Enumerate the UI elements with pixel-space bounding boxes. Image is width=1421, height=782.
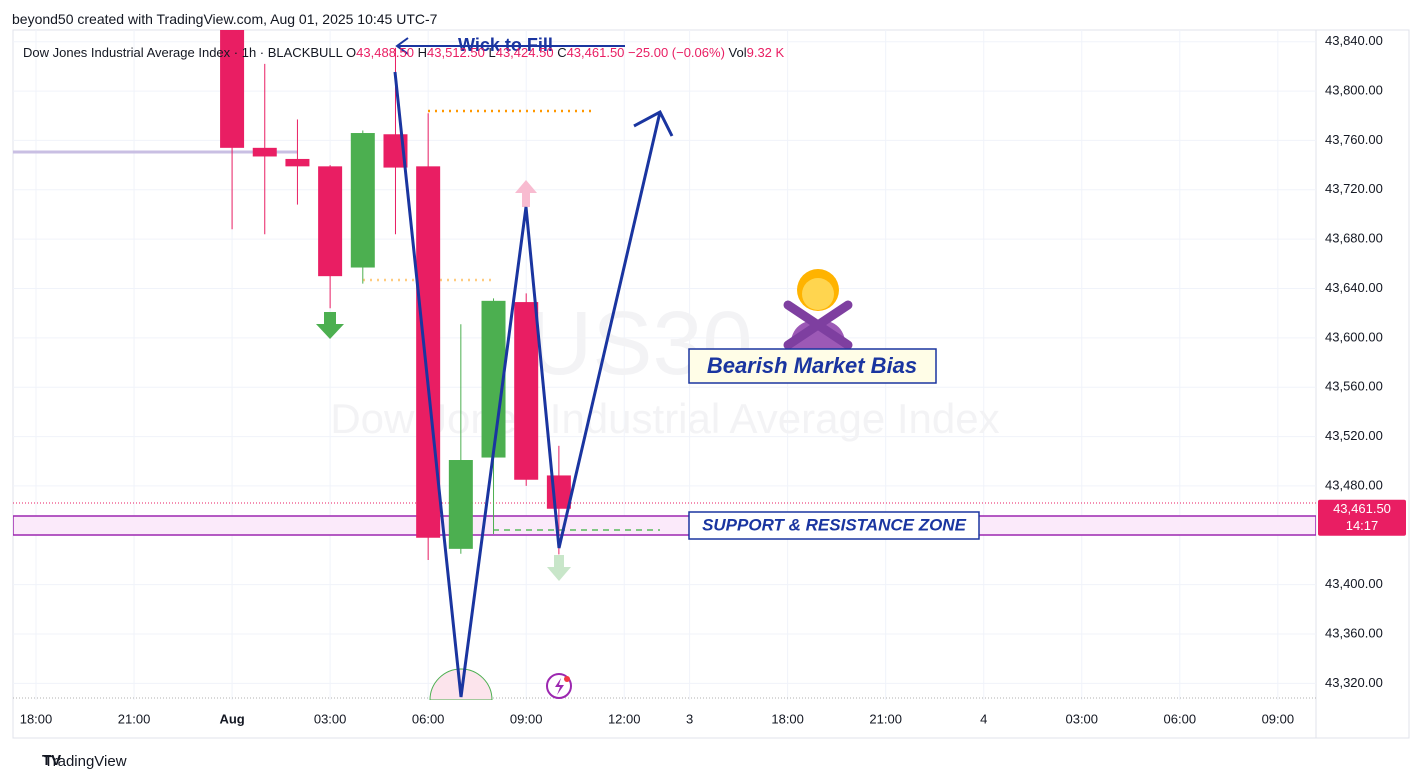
change: −25.00 (−0.06%) (628, 45, 725, 60)
down-arrow (547, 555, 571, 581)
x-tick-label: 03:00 (314, 711, 347, 726)
price-tag (1318, 499, 1406, 536)
arrows (316, 37, 674, 699)
x-tick-label: 06:00 (412, 711, 445, 726)
candle-body (448, 460, 473, 549)
x-tick-label: 18:00 (771, 711, 804, 726)
arrow-head (633, 109, 674, 137)
legend: Dow Jones Industrial Average Index · 1h … (23, 45, 784, 60)
h-value: 43,512.50 (427, 45, 485, 60)
y-tick-label: 43,800.00 (1325, 83, 1383, 98)
candle-body (514, 302, 539, 480)
candle-body (350, 133, 375, 268)
credit: beyond50 created with TradingView.com, A… (12, 11, 438, 27)
footer: TradingView (44, 753, 127, 770)
candle-body (252, 147, 277, 157)
event-dot (564, 676, 570, 682)
axes: 43,840.00 43,800.00 43,760.00 43,720.00 43,6… (20, 33, 1406, 726)
x-tick-label: 12:00 (608, 711, 641, 726)
vol-label: Vol (728, 45, 747, 60)
price-tag-label: 43,461.50 (1333, 501, 1391, 516)
l-value: 43,424.50 (495, 45, 554, 60)
x-tick-label: 09:00 (1262, 711, 1295, 726)
y-tick-label: 43,680.00 (1325, 231, 1383, 246)
figure (783, 269, 853, 350)
candle-body (481, 300, 506, 458)
y-tick-label: 43,640.00 (1325, 280, 1383, 295)
y-tick-label: 43,400.00 (1325, 576, 1383, 591)
x-tick-label: Aug (219, 711, 244, 726)
o-label: O (346, 45, 357, 60)
up-arrow (515, 180, 537, 207)
zone-label: SUPPORT & RESISTANCE ZONE (702, 515, 967, 534)
y-tick-label: 43,720.00 (1325, 181, 1383, 196)
l-label: L (488, 45, 496, 60)
candles (220, 30, 571, 560)
arrow-head (395, 37, 409, 55)
x-tick-label: 21:00 (118, 711, 151, 726)
c-value: 43,461.50 (566, 45, 625, 60)
c-label: C (557, 45, 567, 60)
drawings (13, 109, 1316, 700)
zone (13, 515, 1316, 536)
x-tick-label: 21:00 (869, 711, 902, 726)
y-tick-label: 43,560.00 (1325, 379, 1383, 394)
x-tick-label: 03:00 (1065, 711, 1098, 726)
x-tick-label: 3 (686, 711, 693, 726)
candle-body (285, 158, 310, 167)
path-line (393, 71, 662, 698)
candle-body (546, 475, 571, 509)
y-tick-label: 43,480.00 (1325, 477, 1383, 492)
title: Dow Jones Industrial Average Index · 1h … (23, 45, 343, 60)
zone-box (688, 511, 980, 540)
frame (12, 29, 1410, 739)
y-tick-label: 43,600.00 (1325, 329, 1383, 344)
countdown: 14:17 (1346, 518, 1379, 533)
down-arrow (316, 312, 344, 339)
y-tick-label: 43,760.00 (1325, 132, 1383, 147)
candle-body (318, 166, 343, 277)
o-value: 43,488.50 (356, 45, 414, 60)
h-label: H (417, 45, 428, 60)
y-tick-label: 43,360.00 (1325, 625, 1383, 640)
x-tick-label: 18:00 (20, 711, 53, 726)
y-tick-label: 43,320.00 (1325, 675, 1383, 690)
y-tick-label: 43,520.00 (1325, 428, 1383, 443)
x-tick-label: 06:00 (1164, 711, 1197, 726)
event-icon (555, 678, 564, 695)
x-tick-label: 09:00 (510, 711, 543, 726)
vol-value: 9.32 K (746, 45, 785, 60)
x-tick-label: 4 (980, 711, 987, 726)
bias-label: Bearish Market Bias (707, 353, 917, 378)
candle-body (416, 166, 441, 538)
candle-body (220, 30, 245, 148)
logo: TV (42, 752, 61, 769)
bias-box (688, 348, 937, 384)
watermark-name: Dow Jones Industrial Average Index (330, 395, 999, 442)
y-tick-label: 43,840.00 (1325, 33, 1383, 48)
wick-label: Wick to Fill (458, 35, 553, 55)
